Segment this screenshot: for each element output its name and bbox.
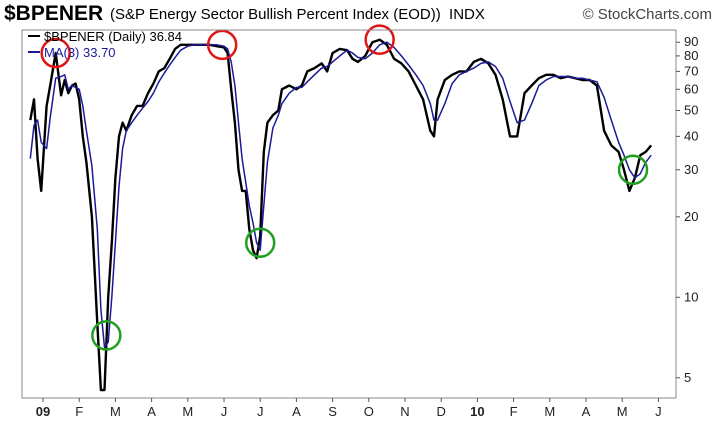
brand-watermark: © StockCharts.com [582, 6, 712, 23]
legend: $BPENER (Daily) 36.84 MA(3) 33.70 [28, 29, 182, 60]
index-description: (S&P Energy Sector Bullish Percent Index… [110, 6, 441, 23]
red-annotation-circle [206, 29, 238, 61]
red-annotation-circle [40, 37, 71, 69]
x-tick-label: M [182, 404, 193, 419]
y-tick-label: 60 [684, 81, 698, 96]
y-tick-label: 10 [684, 289, 698, 304]
chart-header: $BPENER (S&P Energy Sector Bullish Perce… [0, 0, 720, 30]
x-tick-label: 10 [470, 404, 484, 419]
x-tick-label: D [437, 404, 446, 419]
x-tick-label: J [221, 404, 228, 419]
y-tick-label: 70 [684, 63, 698, 78]
plot-frame [21, 29, 677, 399]
plot-area [29, 38, 653, 392]
x-tick-label: A [147, 404, 156, 419]
x-tick-label: M [110, 404, 121, 419]
x-tick-label: M [617, 404, 628, 419]
y-tick-label: 40 [684, 128, 698, 143]
legend-main-label: $BPENER (Daily) 36.84 [44, 29, 182, 44]
x-tick-label: 09 [36, 404, 50, 419]
x-tick-label: J [257, 404, 264, 419]
exchange-label: INDX [449, 6, 485, 23]
y-tick-label: 5 [684, 370, 691, 385]
green-annotation-circle [617, 154, 649, 186]
y-tick-label: 80 [684, 48, 698, 63]
bpener-series-line [29, 38, 653, 392]
x-tick-label: F [75, 404, 83, 419]
red-annotation-circle [364, 24, 395, 55]
x-tick-label: O [364, 404, 374, 419]
x-tick-label: M [544, 404, 555, 419]
x-tick-label: N [400, 404, 409, 419]
annotation-layer [40, 24, 649, 351]
green-annotation-circle [244, 227, 276, 258]
y-tick-label: 90 [684, 34, 698, 49]
x-tick-label: F [510, 404, 518, 419]
x-tick-label: A [582, 404, 591, 419]
x-tick-label: J [655, 404, 662, 419]
ma3-series-line [29, 41, 652, 349]
x-tick-label: S [328, 404, 337, 419]
y-tick-label: 30 [684, 162, 698, 177]
x-tick-label: A [292, 404, 301, 419]
y-tick-label: 50 [684, 102, 698, 117]
legend-ma-label: MA(3) 33.70 [44, 45, 116, 60]
green-annotation-circle [91, 320, 122, 351]
y-tick-label: 20 [684, 209, 698, 224]
chart-subtitle: (S&P Energy Sector Bullish Percent Index… [110, 6, 485, 23]
ticker-symbol: $BPENER [4, 2, 104, 25]
